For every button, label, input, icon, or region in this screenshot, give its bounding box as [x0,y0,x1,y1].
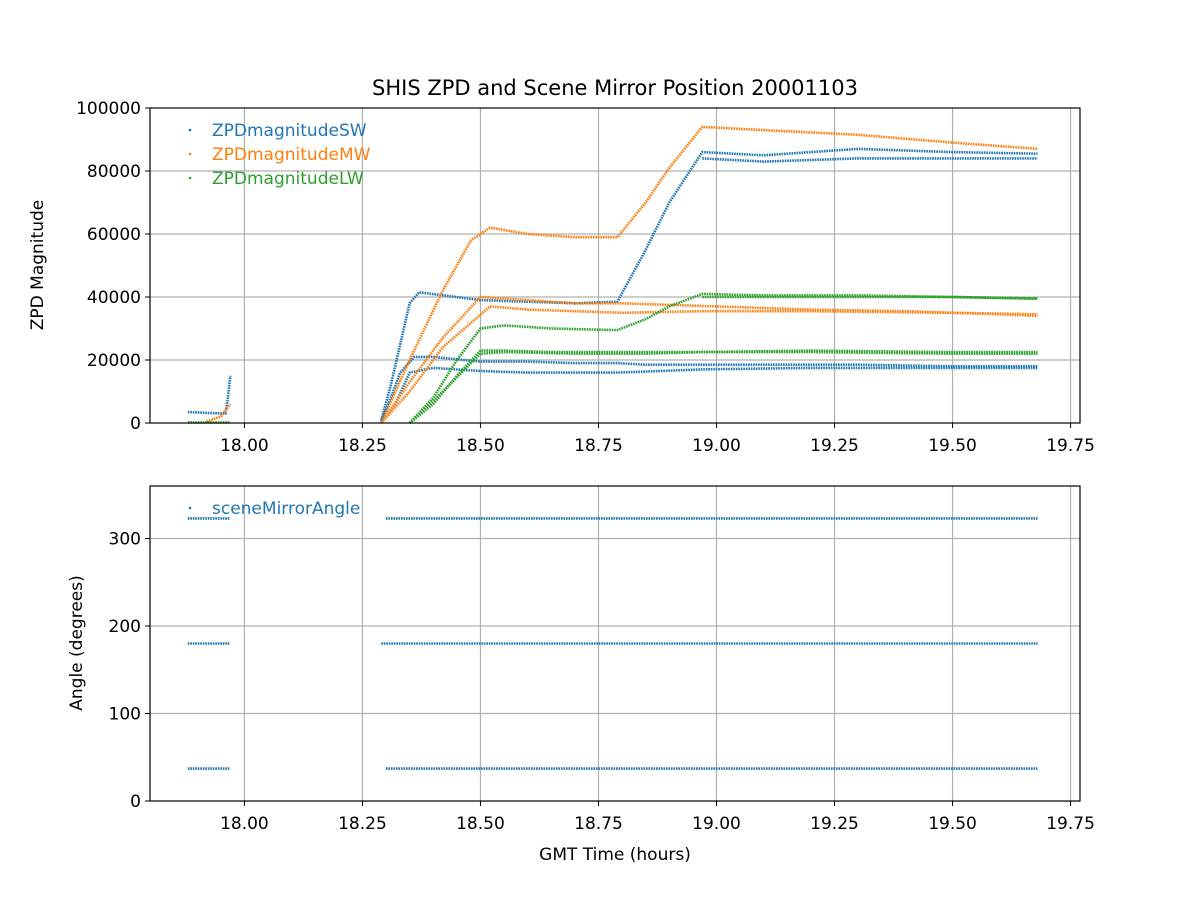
legend-marker [188,128,192,132]
series-points-ZPDmagnitudeMW [206,403,232,423]
y-tick-label: 0 [130,414,141,434]
series-points-ZPDmagnitudeSW [187,375,232,415]
legend-marker [188,506,192,510]
x-tick-label: 19.50 [928,436,977,456]
y-tick-label: 200 [109,617,141,637]
x-tick-label: 19.25 [810,436,859,456]
x-tick-label: 18.00 [220,814,269,834]
series-points-ZPDmagnitudeMW [380,125,1038,424]
x-tick-label: 18.25 [338,814,387,834]
zpd-legend: ZPDmagnitudeSW ZPDmagnitudeMW ZPDmagnitude… [188,121,371,189]
series-points-ZPDmagnitudeSW [380,147,1038,421]
x-tick-label: 18.00 [220,436,269,456]
zpd-y-axis-label: ZPD Magnitude [28,200,48,330]
angle-data-points [187,517,1038,770]
series-points-ZPDmagnitudeLW [408,349,1038,424]
zpd-axes-frame [149,107,1081,424]
x-tick-label: 18.75 [574,436,623,456]
x-tick-label: 19.25 [810,814,859,834]
y-tick-label: 60000 [87,225,141,245]
legend-marker [188,176,192,180]
y-tick-label: 20000 [87,351,141,371]
mirror-angle-axes: 18.00 18.25 18.50 18.75 19.00 19.25 19.50 19.75… [67,485,1095,865]
y-tick-label: 300 [109,530,141,550]
legend-label: ZPDmagnitudeSW [212,121,367,141]
x-tick-label: 18.25 [338,436,387,456]
x-tick-label: 19.75 [1046,814,1095,834]
angle-y-axis-label: Angle (degrees) [67,575,87,710]
angle-legend: sceneMirrorAngle [188,499,360,519]
x-tick-label: 19.00 [692,436,741,456]
y-tick-label: 40000 [87,288,141,308]
legend-label: ZPDmagnitudeLW [212,169,364,189]
legend-marker [188,152,192,156]
legend-label: sceneMirrorAngle [212,499,360,519]
chart-title: SHIS ZPD and Scene Mirror Position 20001… [372,76,858,100]
x-tick-label: 19.00 [692,814,741,834]
x-tick-label: 18.50 [456,814,505,834]
y-tick-label: 100 [109,705,141,725]
x-tick-label: 18.50 [456,436,505,456]
series-points-ZPDmagnitudeSW [702,157,1038,163]
y-tick-label: 0 [130,792,141,812]
x-axis-label: GMT Time (hours) [539,845,691,865]
x-tick-label: 18.75 [574,814,623,834]
y-tick-label: 100000 [76,99,141,119]
angle-grid [150,486,1080,801]
series-points-ZPDmagnitudeLW [408,292,1038,424]
x-tick-label: 19.75 [1046,436,1095,456]
series-points-ZPDmagnitudeLW [702,295,1038,300]
zpd-grid [150,108,1080,423]
y-tick-label: 80000 [87,162,141,182]
series-points-ZPDmagnitudeSW [380,366,1038,424]
angle-axes-frame [149,485,1081,802]
zpd-magnitude-axes: SHIS ZPD and Scene Mirror Position 20001… [28,76,1095,456]
legend-label: ZPDmagnitudeMW [212,145,371,165]
angle-ticks: 18.00 18.25 18.50 18.75 19.00 19.25 19.50 19.75… [109,530,1095,835]
zpd-ticks: 18.00 18.25 18.50 18.75 19.00 19.25 19.50 19.75… [76,99,1095,456]
x-tick-label: 19.50 [928,814,977,834]
series-points-ZPDmagnitudeMW [380,305,1038,424]
